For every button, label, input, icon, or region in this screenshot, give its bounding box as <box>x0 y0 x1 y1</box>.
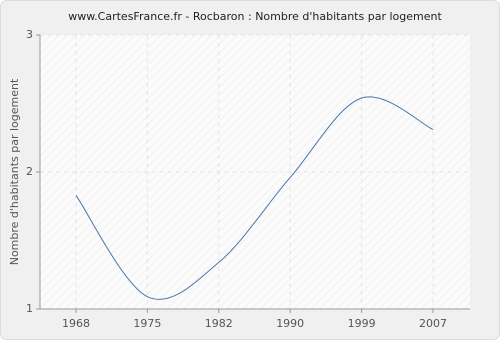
x-tick-label: 1968 <box>62 317 90 330</box>
y-axis-label: Nombre d'habitants par logement <box>8 78 21 265</box>
y-tick-label: 3 <box>26 28 33 41</box>
x-tick-label: 1975 <box>133 317 161 330</box>
y-tick-label: 1 <box>26 302 33 315</box>
data-line <box>75 96 434 300</box>
y-tick-label: 2 <box>26 165 33 178</box>
x-tick-label: 2007 <box>419 317 447 330</box>
chart-title: www.CartesFrance.fr - Rocbaron : Nombre … <box>68 10 442 23</box>
x-tick-label: 1990 <box>276 317 304 330</box>
plot-area <box>40 35 470 309</box>
x-tick-label: 1999 <box>348 317 376 330</box>
x-tick-label: 1982 <box>205 317 233 330</box>
